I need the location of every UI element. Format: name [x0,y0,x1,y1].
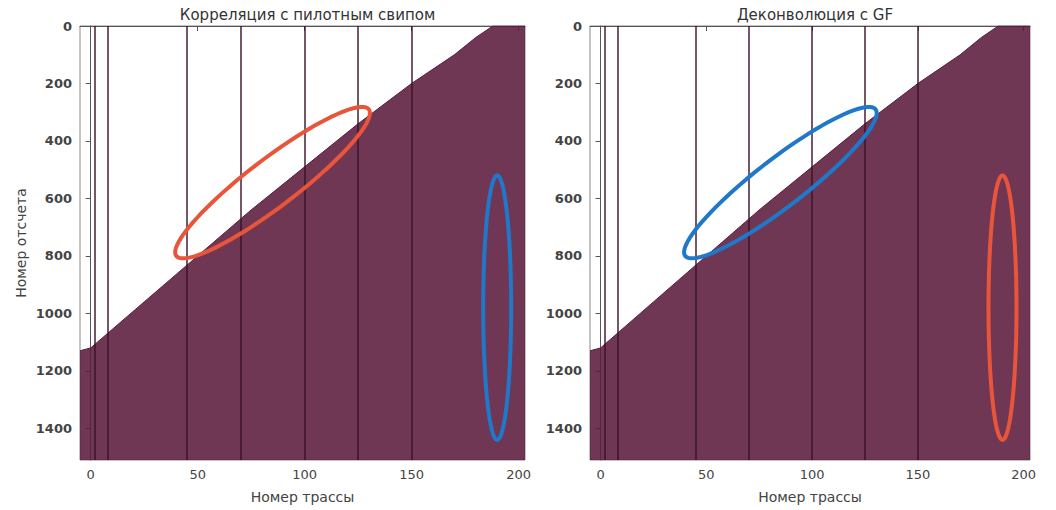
svg-text:0: 0 [573,19,582,34]
svg-text:0: 0 [63,19,72,34]
svg-text:1400: 1400 [546,421,582,436]
svg-text:0: 0 [87,467,95,482]
svg-text:0: 0 [596,467,604,482]
svg-text:1200: 1200 [546,363,582,378]
svg-text:Номер трассы: Номер трассы [758,489,862,505]
svg-text:1000: 1000 [36,306,72,321]
svg-text:1200: 1200 [36,363,72,378]
svg-text:100: 100 [800,467,825,482]
svg-text:600: 600 [45,191,72,206]
svg-text:200: 200 [506,467,531,482]
svg-text:400: 400 [45,133,72,148]
svg-text:600: 600 [555,191,582,206]
svg-text:400: 400 [555,133,582,148]
svg-text:150: 150 [905,467,930,482]
svg-text:Деконволюция с GF: Деконволюция с GF [737,6,893,24]
svg-text:1400: 1400 [36,421,72,436]
svg-text:200: 200 [1011,467,1036,482]
svg-text:800: 800 [555,248,582,263]
svg-text:800: 800 [45,248,72,263]
svg-text:Корреляция с пилотным свипом: Корреляция с пилотным свипом [180,6,435,24]
svg-text:50: 50 [189,467,206,482]
svg-text:Номер трассы: Номер трассы [251,489,355,505]
svg-text:50: 50 [698,467,715,482]
svg-text:100: 100 [292,467,317,482]
svg-text:200: 200 [45,76,72,91]
svg-text:1000: 1000 [546,306,582,321]
svg-text:150: 150 [399,467,424,482]
svg-text:200: 200 [555,76,582,91]
svg-text:Номер отсчета: Номер отсчета [13,188,29,298]
